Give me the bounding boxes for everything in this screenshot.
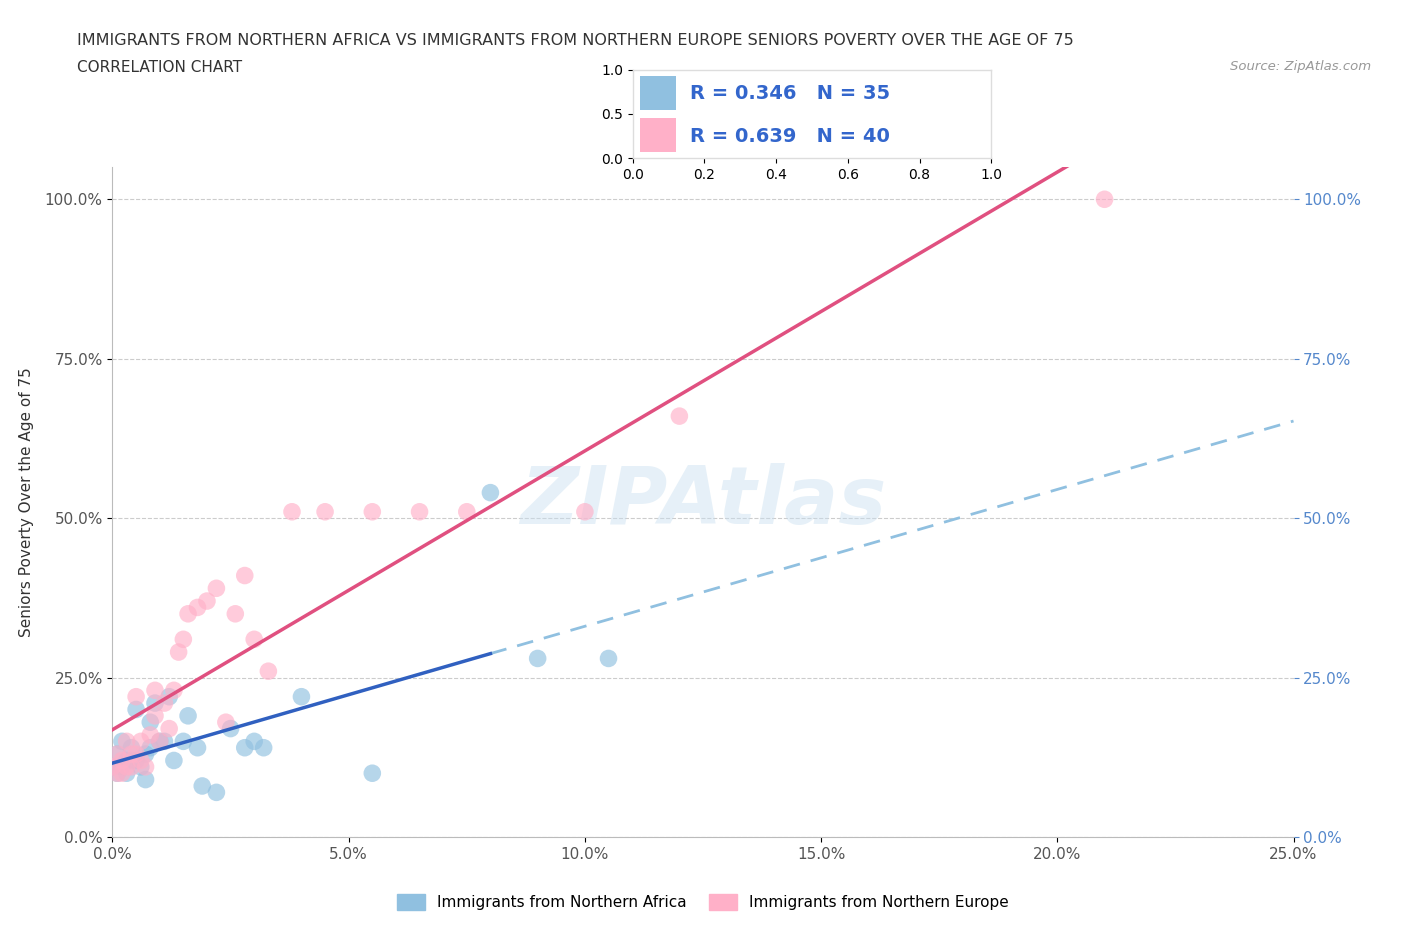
Point	[129, 753, 152, 768]
Point	[526, 651, 548, 666]
Point	[177, 606, 200, 621]
Point	[215, 715, 238, 730]
Point	[120, 747, 142, 762]
Point	[120, 753, 142, 768]
Point	[598, 651, 620, 666]
Point	[101, 760, 124, 775]
Point	[115, 753, 138, 768]
Point	[163, 753, 186, 768]
Point	[153, 696, 176, 711]
Point	[314, 504, 336, 519]
Point	[157, 721, 180, 736]
Point	[115, 760, 138, 775]
Point	[195, 593, 218, 608]
Point	[111, 734, 134, 749]
Point	[105, 765, 128, 780]
Point	[125, 689, 148, 704]
Point	[129, 734, 152, 749]
Point	[143, 683, 166, 698]
Text: ZIPAtlas: ZIPAtlas	[520, 463, 886, 541]
Point	[157, 689, 180, 704]
Text: R = 0.346   N = 35: R = 0.346 N = 35	[690, 84, 890, 103]
Point	[125, 747, 148, 762]
Point	[361, 504, 384, 519]
Point	[172, 631, 194, 646]
Point	[205, 581, 228, 596]
Point	[111, 760, 134, 775]
Point	[143, 696, 166, 711]
Point	[115, 765, 138, 780]
Point	[153, 734, 176, 749]
Point	[129, 760, 152, 775]
Point	[149, 734, 172, 749]
Point	[456, 504, 478, 519]
Point	[105, 747, 128, 762]
Point	[125, 753, 148, 768]
Point	[186, 600, 208, 615]
Point	[139, 715, 162, 730]
Point	[120, 760, 142, 775]
Point	[135, 760, 157, 775]
Point	[479, 485, 502, 500]
Point	[139, 727, 162, 742]
Point	[361, 765, 384, 780]
Point	[120, 740, 142, 755]
Y-axis label: Seniors Poverty Over the Age of 75: Seniors Poverty Over the Age of 75	[18, 367, 34, 637]
Point	[167, 644, 190, 659]
Point	[139, 740, 162, 755]
Point	[105, 747, 128, 762]
Point	[111, 753, 134, 768]
Point	[1094, 192, 1116, 206]
Point	[290, 689, 312, 704]
Point	[163, 683, 186, 698]
Point	[243, 631, 266, 646]
Point	[257, 664, 280, 679]
Point	[408, 504, 430, 519]
Text: R = 0.639   N = 40: R = 0.639 N = 40	[690, 126, 890, 145]
Point	[105, 765, 128, 780]
Point	[243, 734, 266, 749]
Point	[668, 408, 690, 423]
Text: IMMIGRANTS FROM NORTHERN AFRICA VS IMMIGRANTS FROM NORTHERN EUROPE SENIORS POVER: IMMIGRANTS FROM NORTHERN AFRICA VS IMMIG…	[77, 33, 1074, 47]
Point	[135, 747, 157, 762]
Point	[172, 734, 194, 749]
Point	[125, 702, 148, 717]
FancyBboxPatch shape	[640, 118, 676, 152]
Point	[135, 772, 157, 787]
FancyBboxPatch shape	[640, 76, 676, 110]
Point	[233, 568, 256, 583]
Text: CORRELATION CHART: CORRELATION CHART	[77, 60, 242, 75]
Point	[186, 740, 208, 755]
Point	[205, 785, 228, 800]
Point	[224, 606, 246, 621]
Point	[191, 778, 214, 793]
Point	[177, 709, 200, 724]
Point	[281, 504, 304, 519]
Point	[574, 504, 596, 519]
Point	[143, 709, 166, 724]
Point	[219, 721, 242, 736]
Legend: Immigrants from Northern Africa, Immigrants from Northern Europe: Immigrants from Northern Africa, Immigra…	[391, 888, 1015, 916]
Point	[111, 765, 134, 780]
Point	[233, 740, 256, 755]
Text: Source: ZipAtlas.com: Source: ZipAtlas.com	[1230, 60, 1371, 73]
Point	[115, 734, 138, 749]
Point	[149, 734, 172, 749]
Point	[101, 760, 124, 775]
Point	[253, 740, 276, 755]
